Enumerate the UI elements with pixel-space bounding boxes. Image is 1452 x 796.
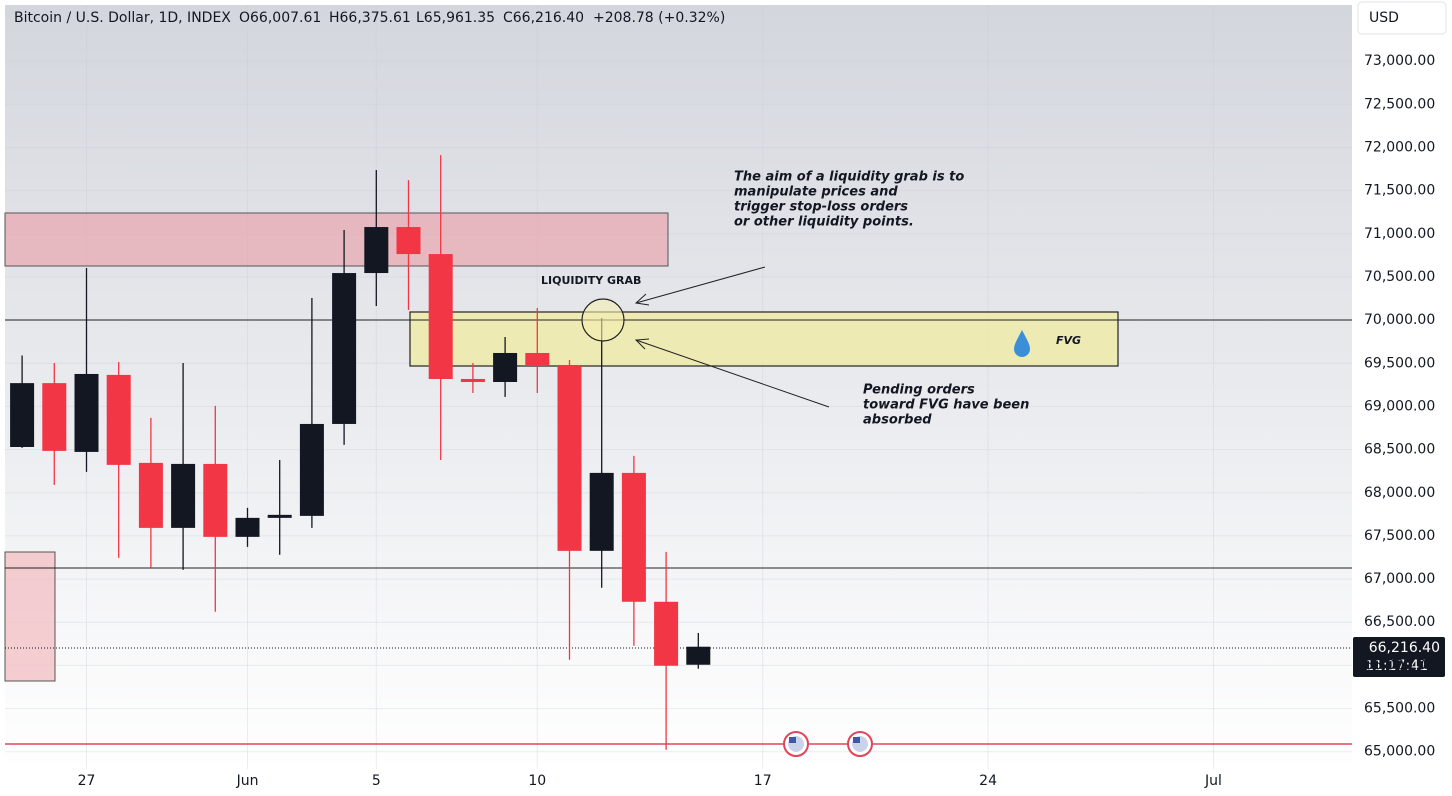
candle-body bbox=[428, 254, 453, 379]
candle-body bbox=[460, 378, 485, 382]
x-tick-label: 5 bbox=[372, 773, 381, 789]
event-icon bbox=[783, 731, 809, 757]
y-tick-label: 65,500.00 bbox=[1364, 701, 1435, 717]
annotation: The aim of a liquidity grab is to bbox=[734, 170, 964, 185]
y-tick-label: 69,000.00 bbox=[1364, 398, 1435, 414]
annotation: or other liquidity points. bbox=[734, 215, 914, 230]
y-tick-label: 71,500.00 bbox=[1364, 183, 1435, 199]
y-tick-label: 66,500.00 bbox=[1364, 614, 1435, 630]
x-tick-label: Jun bbox=[236, 773, 259, 789]
y-tick-label: 69,500.00 bbox=[1364, 355, 1435, 371]
candle-body bbox=[10, 383, 35, 447]
candle-body bbox=[654, 601, 679, 666]
symbol: Bitcoin / U.S. Dollar, 1D, INDEX bbox=[14, 10, 231, 26]
plot-background bbox=[5, 5, 1352, 769]
y-tick-label: 73,000.00 bbox=[1364, 53, 1435, 69]
legend-header: Bitcoin / U.S. Dollar, 1D, INDEX O66,007… bbox=[14, 10, 725, 26]
candle-body bbox=[525, 352, 550, 365]
ohlc-high: H66,375.61 bbox=[329, 10, 411, 26]
candle-body bbox=[171, 463, 196, 528]
candle-body bbox=[493, 352, 518, 382]
y-tick-label: 66,000.00 bbox=[1364, 657, 1435, 673]
demand-zone bbox=[4, 551, 56, 682]
candle-body bbox=[138, 462, 163, 528]
supply-zone bbox=[4, 212, 669, 267]
price-label-box bbox=[1353, 637, 1445, 677]
annotation: manipulate prices and bbox=[734, 185, 898, 200]
arrow-head bbox=[634, 338, 650, 350]
price-label: 66,216.40 bbox=[1369, 640, 1440, 656]
candle-body bbox=[267, 514, 292, 518]
x-tick-label: Jul bbox=[1204, 773, 1222, 789]
event-icon bbox=[847, 731, 873, 757]
candles bbox=[10, 155, 711, 750]
candle-body bbox=[42, 383, 67, 451]
candle-body bbox=[396, 227, 421, 255]
y-tick-label: 67,000.00 bbox=[1364, 571, 1435, 587]
candle-body bbox=[235, 517, 260, 537]
grab-circle bbox=[581, 298, 625, 342]
y-tick-label: 68,500.00 bbox=[1364, 442, 1435, 458]
annotation: absorbed bbox=[863, 413, 932, 428]
candle-body bbox=[299, 423, 324, 516]
y-tick-label: 72,500.00 bbox=[1364, 96, 1435, 112]
currency-button[interactable] bbox=[1357, 1, 1447, 35]
candle-body bbox=[589, 472, 614, 551]
candle-body bbox=[364, 227, 389, 274]
y-tick-label: 72,000.00 bbox=[1364, 139, 1435, 155]
candle-body bbox=[74, 373, 99, 452]
x-tick-label: 17 bbox=[754, 773, 772, 789]
candle-body bbox=[621, 472, 646, 602]
annotation: LIQUIDITY GRAB bbox=[541, 274, 641, 287]
drop-icon bbox=[1014, 330, 1030, 357]
currency[interactable]: USD bbox=[1369, 10, 1399, 26]
ohlc-open: O66,007.61 bbox=[239, 10, 321, 26]
candle-body bbox=[106, 374, 131, 465]
arrow bbox=[635, 339, 830, 408]
y-tick-label: 70,000.00 bbox=[1364, 312, 1435, 328]
y-tick-label: 65,000.00 bbox=[1364, 744, 1435, 760]
y-tick-label: 71,000.00 bbox=[1364, 226, 1435, 242]
x-tick-label: 27 bbox=[78, 773, 96, 789]
x-tick-label: 24 bbox=[979, 773, 997, 789]
annotation: trigger stop-loss orders bbox=[734, 200, 908, 215]
ohlc-close: C66,216.40 bbox=[503, 10, 584, 26]
y-tick-label: 68,000.00 bbox=[1364, 485, 1435, 501]
candle-body bbox=[557, 364, 582, 551]
candle-body bbox=[332, 273, 357, 424]
annotation: toward FVG have been bbox=[863, 398, 1029, 413]
x-tick-label: 10 bbox=[528, 773, 546, 789]
annotation: FVG bbox=[1056, 334, 1081, 347]
y-tick-label: 67,500.00 bbox=[1364, 528, 1435, 544]
annotation: Pending orders bbox=[863, 383, 975, 398]
countdown: 11:17:41 bbox=[1365, 658, 1428, 674]
y-tick-label: 70,500.00 bbox=[1364, 269, 1435, 285]
ohlc-low: L65,961.35 bbox=[416, 10, 495, 26]
candle-body bbox=[203, 463, 228, 537]
arrow-head bbox=[634, 293, 650, 306]
arrow bbox=[635, 266, 766, 304]
ohlc-change: +208.78 (+0.32%) bbox=[593, 10, 725, 26]
candle-body bbox=[686, 646, 711, 665]
